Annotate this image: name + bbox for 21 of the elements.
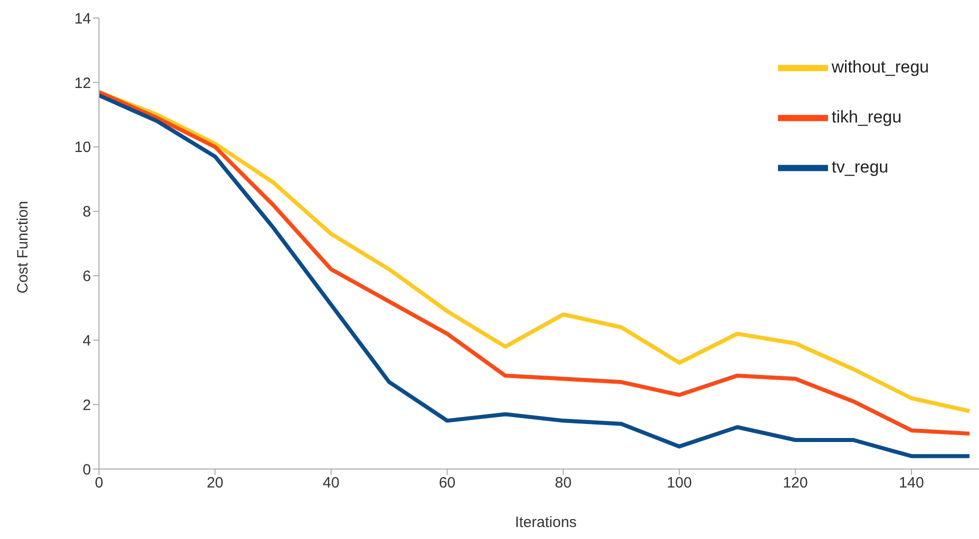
x-tick-label: 20 bbox=[206, 474, 224, 492]
x-tick-label: 0 bbox=[94, 474, 104, 492]
x-tick-label: 120 bbox=[782, 474, 808, 492]
y-tick-label: 14 bbox=[74, 10, 91, 28]
x-tick-label: 100 bbox=[666, 474, 692, 492]
y-tick-label: 8 bbox=[82, 204, 91, 221]
legend-label: without_regu bbox=[832, 57, 929, 76]
y-tick-label: 2 bbox=[82, 396, 91, 414]
y-tick-label: 0 bbox=[82, 461, 91, 478]
y-tick-label: 4 bbox=[82, 332, 91, 350]
x-tick-label: 140 bbox=[898, 474, 924, 492]
x-axis-title: Iterations bbox=[514, 514, 577, 531]
legend-label: tv_regu bbox=[832, 157, 888, 176]
x-tick-label: 40 bbox=[322, 474, 340, 492]
x-tick-label: 80 bbox=[554, 474, 572, 492]
y-tick-label: 12 bbox=[74, 74, 91, 92]
legend-label: tikh_regu bbox=[832, 107, 902, 126]
y-tick-label: 10 bbox=[74, 139, 91, 156]
y-tick-label: 6 bbox=[82, 268, 91, 286]
x-tick-label: 60 bbox=[438, 474, 456, 492]
y-axis-title: Cost Function bbox=[14, 200, 32, 294]
